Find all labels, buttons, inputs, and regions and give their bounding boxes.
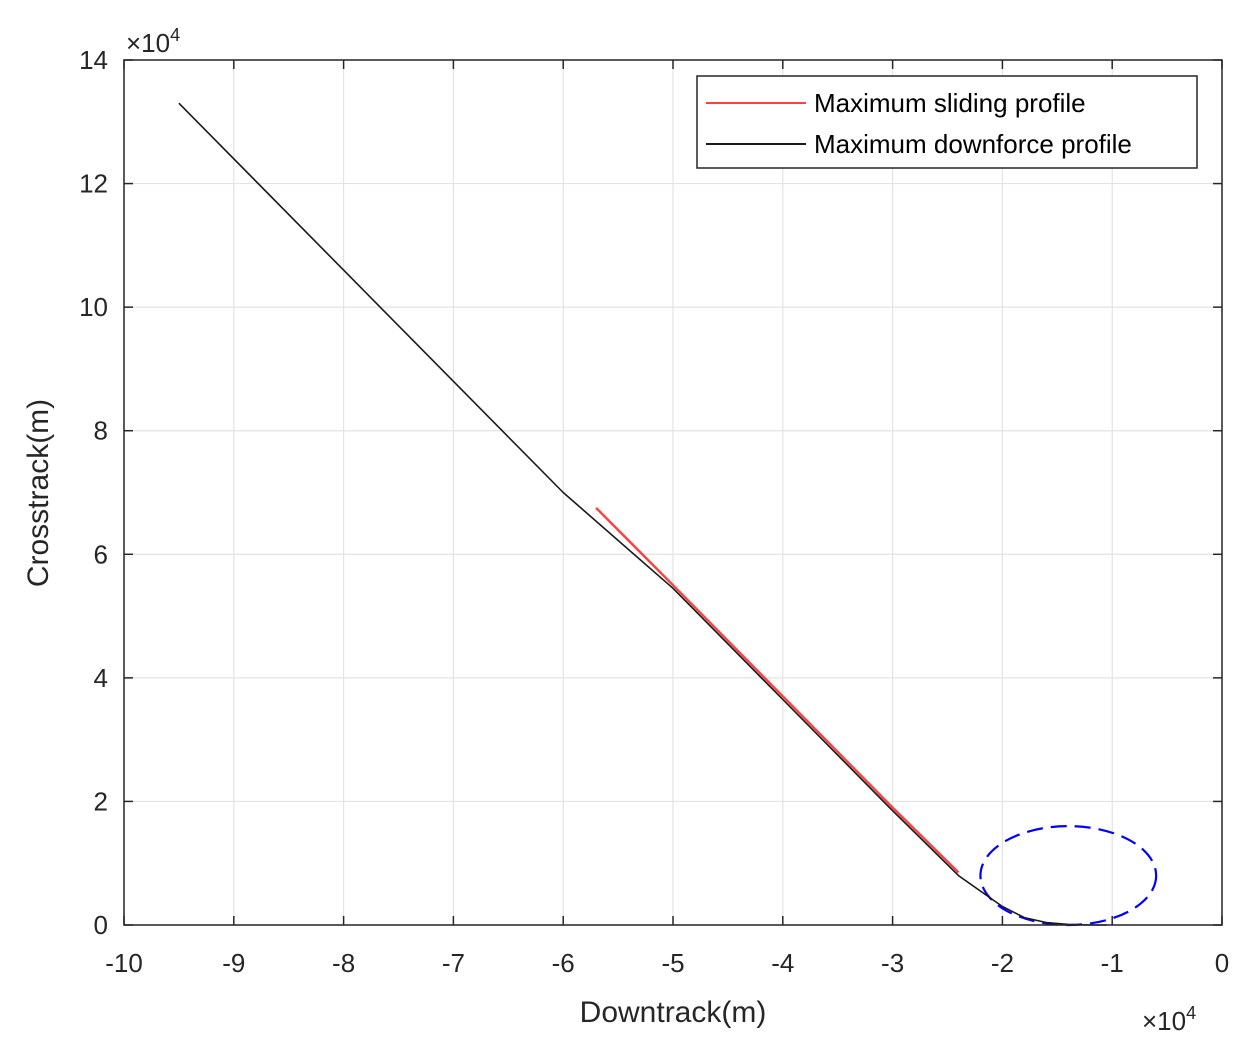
x-tick-label: -7 xyxy=(442,948,465,978)
x-axis-label: Downtrack(m) xyxy=(580,996,767,1029)
x-tick-label: -4 xyxy=(771,948,794,978)
x-tick-label: -1 xyxy=(1101,948,1124,978)
legend-label-sliding: Maximum sliding profile xyxy=(814,88,1086,118)
legend: Maximum sliding profile Maximum downforc… xyxy=(696,75,1198,169)
x-tick-label: -10 xyxy=(105,948,143,978)
x-tick-label: -8 xyxy=(332,948,355,978)
x-tick-label: -5 xyxy=(661,948,684,978)
x-tick-label: 0 xyxy=(1215,948,1229,978)
series-lines xyxy=(178,102,1107,926)
y-axis-label: Crosstrack(m) xyxy=(22,399,55,587)
y-tick-label: 10 xyxy=(79,292,108,322)
y-tick-label: 8 xyxy=(94,416,108,446)
series-line-downforce xyxy=(178,102,1107,926)
x-tick-label: -6 xyxy=(552,948,575,978)
y-tick-label: 12 xyxy=(79,169,108,199)
legend-label-downforce: Maximum downforce profile xyxy=(814,129,1132,159)
y-axis-ticks: 0 2 4 6 8 10 12 14 xyxy=(79,45,1222,940)
y-tick-label: 2 xyxy=(94,786,108,816)
y-axis-multiplier: ×104 xyxy=(126,25,180,58)
x-axis-ticks: -10 -9 -8 -7 -6 -5 -4 -3 -2 -1 0 xyxy=(105,60,1229,978)
y-tick-label: 0 xyxy=(94,910,108,940)
x-tick-label: -2 xyxy=(991,948,1014,978)
series-line-sliding xyxy=(595,507,960,874)
x-axis-multiplier: ×104 xyxy=(1142,1003,1196,1036)
y-tick-label: 4 xyxy=(94,663,108,693)
x-tick-label: -3 xyxy=(881,948,904,978)
x-tick-label: -9 xyxy=(222,948,245,978)
y-tick-label: 14 xyxy=(79,45,108,75)
y-tick-label: 6 xyxy=(94,539,108,569)
legend-box xyxy=(696,75,1198,169)
